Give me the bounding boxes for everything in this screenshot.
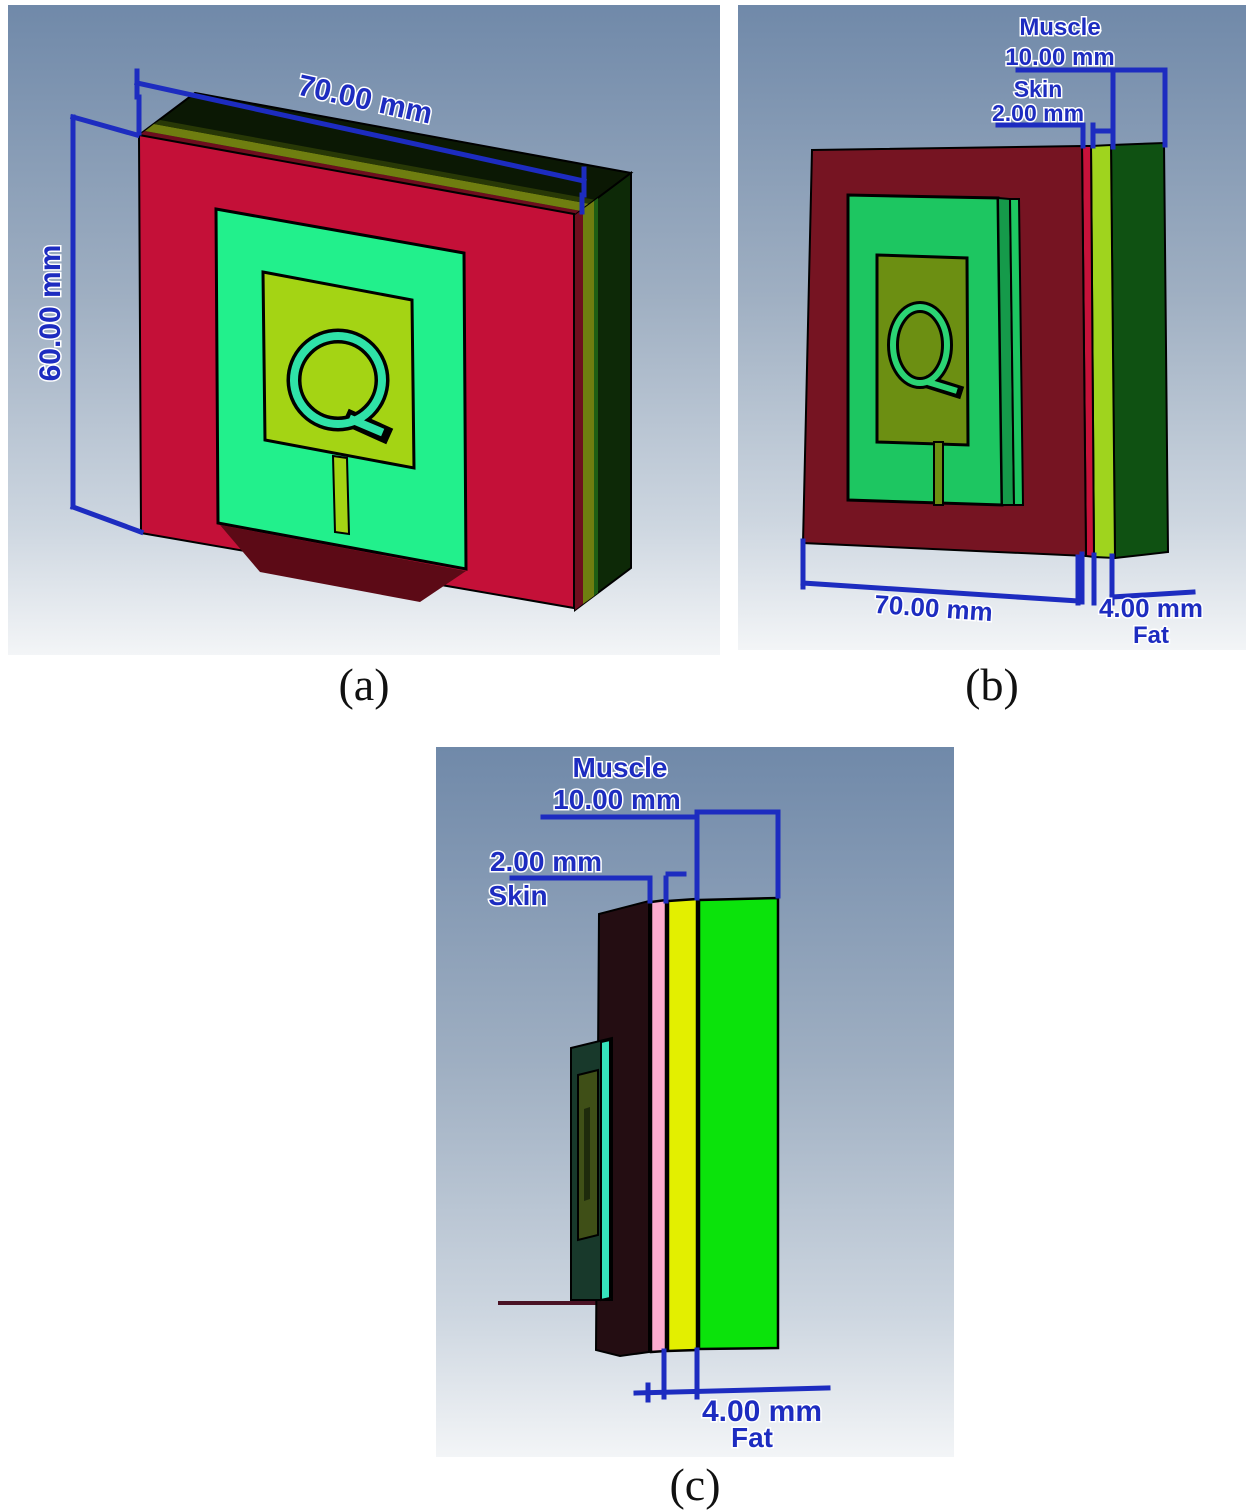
fat-layer [666, 897, 699, 1353]
side-edge-fat-strip [583, 201, 594, 604]
substrate-shadow [220, 525, 466, 602]
antenna-ground-edge-cyan [600, 1038, 611, 1302]
muscle-label: Muscle [1019, 14, 1100, 41]
panel-c-side-view: Muscle 10.00 mm 2.00 mm Skin 4.00 mm Fat [436, 747, 954, 1457]
top-edge-substrate-strip [139, 131, 581, 215]
fat-dimension-label: 4.00 mm [1099, 593, 1203, 623]
skin-label: Skin [488, 880, 547, 911]
muscle-layer [1109, 141, 1170, 560]
panel-c-canvas: Muscle 10.00 mm 2.00 mm Skin 4.00 mm Fat [436, 747, 954, 1457]
q-ring-slot [887, 301, 965, 400]
side-edge-substrate-strip [575, 209, 583, 610]
top-edge-fat-strip [145, 124, 590, 211]
panel-b-rotated-view: Muscle 10.00 mm Skin 2.00 mm 70.00 mm 4.… [738, 5, 1246, 650]
dimension-labels-c: Muscle 10.00 mm 2.00 mm Skin 4.00 mm Fat [487, 751, 824, 1455]
caption-a: (a) [338, 659, 390, 710]
antenna-side-slot-edge [584, 1107, 590, 1201]
panel-a-3d-view: 70.00 mm 60.00 mm [8, 5, 720, 655]
panel-a-canvas: 70.00 mm 60.00 mm [8, 5, 720, 655]
ground-patch-back-edge [1008, 198, 1025, 506]
dimension-lines-b [800, 67, 1196, 606]
radiating-patch [875, 253, 970, 447]
fat-label: Fat [731, 1422, 773, 1453]
feed-stem [933, 441, 944, 506]
muscle-dimension-label: 10.00 mm [1005, 44, 1114, 71]
skin-layer [649, 898, 668, 1354]
dimension-lines-c [509, 809, 831, 1403]
panel-b-canvas: Muscle 10.00 mm Skin 2.00 mm 70.00 mm 4.… [738, 5, 1246, 650]
skin-label: Skin [1014, 76, 1063, 102]
caption-c: (c) [669, 1459, 721, 1510]
radiating-patch [261, 270, 416, 470]
fat-dimension-label: 4.00 mm [702, 1395, 822, 1428]
fat-layer [1089, 143, 1117, 560]
dimension-lines-a [69, 68, 587, 536]
muscle-dimension-label: 10.00 mm [553, 784, 681, 815]
feed-stem [331, 454, 351, 536]
skin-dimension-label: 2.00 mm [490, 846, 602, 877]
side-edge-muscle-line [594, 198, 598, 596]
q-ring-slot [286, 328, 394, 445]
muscle-label: Muscle [573, 752, 668, 783]
height-dimension-label: 60.00 mm [34, 245, 67, 382]
skin-dimension-label: 2.00 mm [992, 100, 1084, 126]
dimension-labels-b: Muscle 10.00 mm Skin 2.00 mm 70.00 mm 4.… [872, 13, 1205, 651]
caption-b: (b) [965, 659, 1019, 710]
fat-label: Fat [1133, 622, 1169, 649]
top-edge-dark-strip [154, 120, 596, 204]
muscle-layer [697, 896, 780, 1351]
